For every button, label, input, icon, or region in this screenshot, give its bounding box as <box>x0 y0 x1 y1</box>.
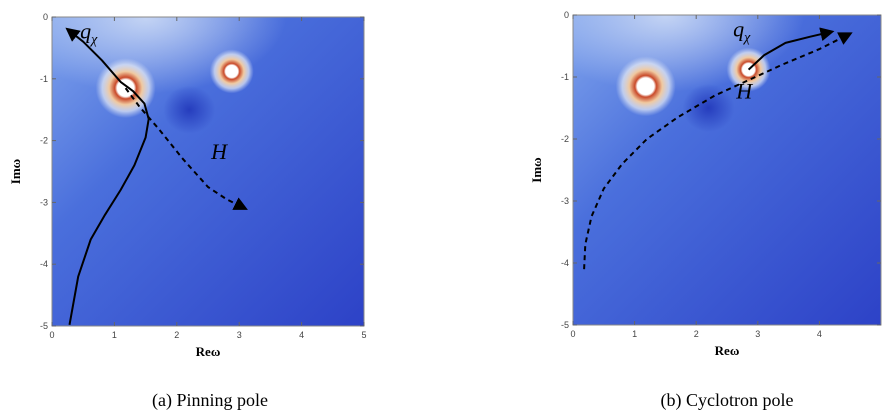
x-tick-label: 4 <box>817 329 822 339</box>
panel-caption: (b) Cyclotron pole <box>661 390 794 411</box>
y-axis-title: Imω <box>8 159 23 184</box>
y-tick-label: -5 <box>561 320 569 330</box>
x-tick-label: 4 <box>299 330 304 340</box>
series-line-q-chi <box>747 27 835 71</box>
x-tick-label: 5 <box>361 330 366 340</box>
annotation-H: H <box>735 79 753 104</box>
pole-1 <box>95 58 156 119</box>
annotation-q-chi: qχ <box>733 17 751 46</box>
y-tick-label: -1 <box>40 74 48 84</box>
x-tick-label: 1 <box>112 330 117 340</box>
heatmap-dip <box>163 85 216 134</box>
y-tick-label: -4 <box>561 258 569 268</box>
y-tick-label: -4 <box>40 259 48 269</box>
pole-2 <box>209 49 254 94</box>
x-tick-label: 2 <box>174 330 179 340</box>
plot-frame <box>572 14 882 326</box>
annotation-H: H <box>210 139 228 164</box>
panel-b: 0 1 2 3 4 0 -1 -2 -3 -4 -5 Reω Imω qχ H (b) Cyclotron p… <box>529 10 882 411</box>
x-tick-label: 3 <box>237 330 242 340</box>
heatmap-field <box>52 17 364 326</box>
y-tick-label: -2 <box>561 134 569 144</box>
heatmap-dip <box>682 84 735 132</box>
series-line-H <box>583 32 853 270</box>
y-tick-label: -3 <box>40 197 48 207</box>
x-tick-label: 1 <box>632 329 637 339</box>
y-tick-label: 0 <box>43 12 48 22</box>
x-axis-title: Reω <box>196 344 221 359</box>
plot-frame <box>51 16 365 327</box>
y-tick-label: -1 <box>561 72 569 82</box>
series-line-q-chi <box>65 27 150 325</box>
y-tick-label: -5 <box>40 321 48 331</box>
x-tick-label: 0 <box>49 330 54 340</box>
x-tick-label: 3 <box>755 329 760 339</box>
x-tick-label: 2 <box>694 329 699 339</box>
y-tick-label: -3 <box>561 196 569 206</box>
panel-a: 0 1 2 3 4 5 0 -1 -2 -3 -4 -5 Reω Imω qχ H (a) Pinning po… <box>8 12 367 411</box>
panel-caption: (a) Pinning pole <box>152 390 268 411</box>
heatmap-field <box>573 15 881 325</box>
y-tick-label: 0 <box>564 10 569 20</box>
series-line-H <box>124 87 248 210</box>
pole-1 <box>615 56 676 117</box>
x-axis-title: Reω <box>715 343 740 358</box>
y-tick-label: -2 <box>40 136 48 146</box>
x-tick-label: 0 <box>570 329 575 339</box>
annotation-q-chi: qχ <box>80 19 98 48</box>
y-axis-title: Imω <box>529 157 544 182</box>
